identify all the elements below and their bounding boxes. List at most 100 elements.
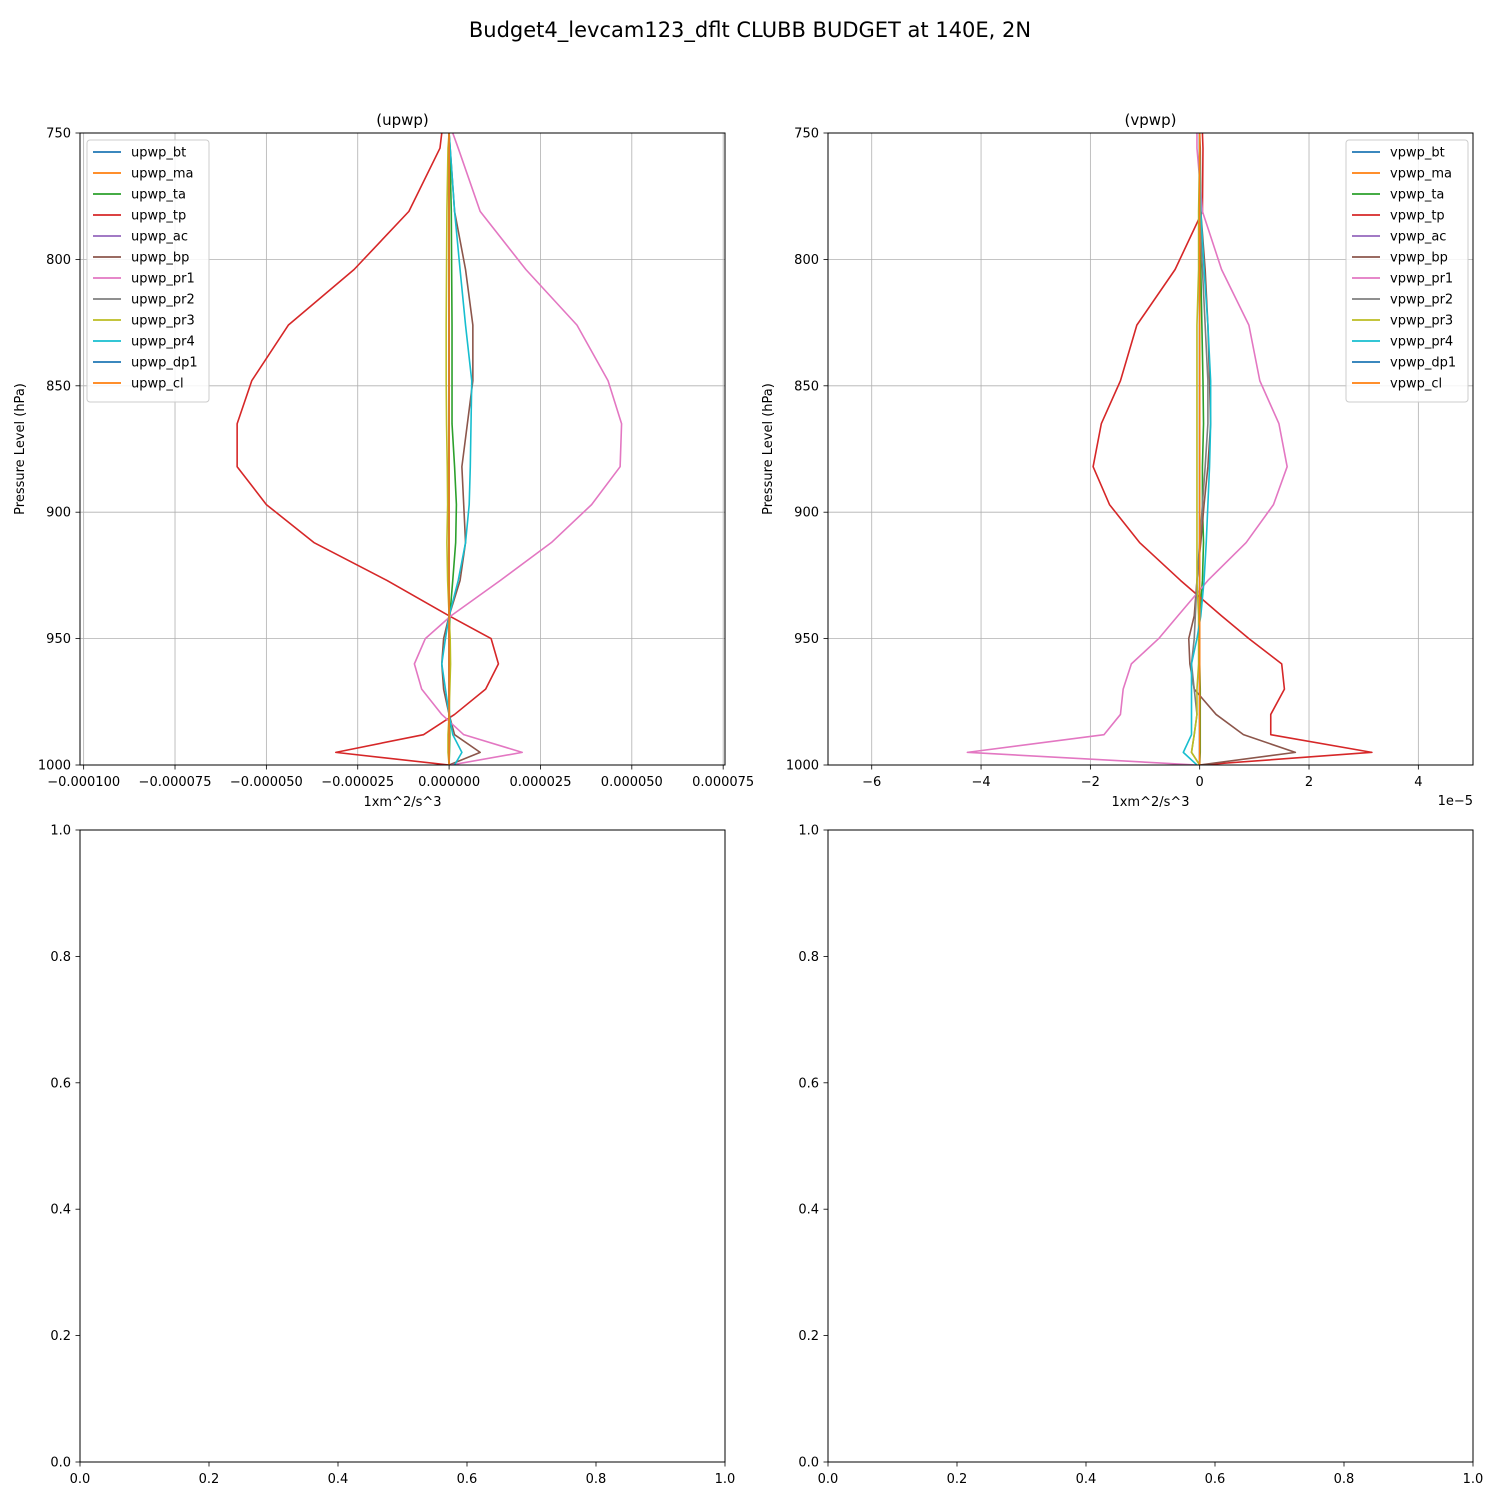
legend-label: vpwp_ta: [1390, 188, 1444, 203]
x-tick-label: 1.0: [1463, 1472, 1484, 1487]
legend-label: upwp_pr1: [131, 272, 195, 287]
x-tick-label: 0: [1196, 775, 1204, 790]
y-tick-label: 1000: [786, 759, 819, 774]
y-tick-label: 0.0: [50, 1456, 71, 1471]
legend-label: vpwp_cl: [1390, 377, 1442, 392]
y-tick-label: 900: [794, 506, 819, 521]
legend-frame: [1345, 139, 1469, 403]
legend-label: upwp_dp1: [131, 356, 198, 371]
x-tick-label: −0.000025: [321, 775, 394, 790]
subplot-1: −0.000100 −0.000075 −0.000050 −0.000025 0.00…: [13, 111, 754, 810]
x-tick-label: 0.0: [818, 1472, 839, 1487]
subplot-grid: −0.000100 −0.000075 −0.000050 −0.000025 0.00…: [13, 111, 1483, 1487]
y-tick-label: 950: [794, 632, 819, 647]
x-tick-label: 0.000025: [509, 775, 571, 790]
x-tick-label: 0.2: [947, 1472, 968, 1487]
x-tick-label: 0.000075: [692, 775, 754, 790]
x-axis-label: 1xm^2/s^3: [363, 795, 441, 810]
y-tick-label: 850: [794, 379, 819, 394]
y-tick-label: 0.2: [798, 1329, 819, 1344]
series-line-vpwp_pr3: [1190, 133, 1201, 765]
series-line-vpwp_pr4: [1182, 133, 1212, 765]
y-tick-label: 1.0: [50, 824, 71, 839]
x-tick-label: 0.8: [586, 1472, 607, 1487]
y-tick-label: 0.0: [798, 1456, 819, 1471]
axes-frame: [79, 829, 726, 1463]
y-tick-label: 800: [794, 253, 819, 268]
x-tick-label: 0.6: [457, 1472, 478, 1487]
legend-label: vpwp_ma: [1390, 167, 1452, 182]
x-tick-label: 0.4: [328, 1472, 349, 1487]
series-line-vpwp_pr1: [966, 133, 1288, 765]
legend-label: upwp_ma: [131, 167, 194, 182]
x-tick-label: 0.000050: [601, 775, 663, 790]
axes-frame: [827, 829, 1474, 1463]
series-group: [236, 133, 623, 765]
legend-label: upwp_cl: [131, 377, 184, 392]
legend-label: upwp_pr3: [131, 314, 195, 329]
subplot-3: 0.0 0.2 0.4 0.6 0.8 1.0 0.0 0.2 0.4 0.6 0.8 1.0: [50, 824, 735, 1488]
x-tick-label: 0.2: [199, 1472, 220, 1487]
legend-label: upwp_ac: [131, 230, 188, 245]
legend-frame: [86, 139, 210, 403]
x-tick-label: −0.000050: [230, 775, 303, 790]
y-tick-label: 750: [46, 127, 71, 142]
y-tick-label: 900: [46, 506, 71, 521]
legend-label: vpwp_pr2: [1390, 293, 1453, 308]
legend-label: upwp_tp: [131, 209, 186, 224]
x-tick-label: −2: [1081, 775, 1100, 790]
y-tick-label: 0.6: [50, 1076, 71, 1091]
x-tick-label: 0.000000: [418, 775, 480, 790]
y-tick-label: 1000: [38, 759, 71, 774]
subplot-2: −6 −4 −2 0 2 4 750 800 850 900 950 1000 (vpwp) 1xm^2/…: [761, 111, 1474, 810]
legend-label: vpwp_ac: [1390, 230, 1446, 245]
axes-frame: [79, 132, 726, 766]
series-line-upwp_tp: [236, 133, 500, 765]
legend-label: upwp_bp: [131, 251, 189, 266]
x-tick-label: 4: [1414, 775, 1422, 790]
figure-suptitle: Budget4_levcam123_dflt CLUBB BUDGET at 1…: [469, 18, 1031, 43]
x-tick-label: 0.6: [1205, 1472, 1226, 1487]
x-tick-label: 2: [1305, 775, 1313, 790]
legend-label: vpwp_bt: [1390, 146, 1445, 161]
subplot-title: (vpwp): [1125, 111, 1177, 129]
legend: vpwp_bt vpwp_ma vpwp_ta vpwp_tp vpwp_ac vpwp_…: [1345, 139, 1469, 403]
legend-label: vpwp_tp: [1390, 209, 1445, 224]
x-tick-label: 1.0: [715, 1472, 736, 1487]
legend-label: vpwp_pr3: [1390, 314, 1453, 329]
legend: upwp_bt upwp_ma upwp_ta upwp_tp upwp_ac upwp_…: [86, 139, 210, 403]
x-offset-label: 1e−5: [1438, 794, 1473, 809]
y-tick-label: 0.8: [798, 950, 819, 965]
x-tick-label: 0.8: [1334, 1472, 1355, 1487]
y-tick-label: 1.0: [798, 824, 819, 839]
legend-label: vpwp_pr1: [1390, 272, 1453, 287]
x-tick-label: −0.000100: [47, 775, 120, 790]
y-tick-label: 0.8: [50, 950, 71, 965]
series-line-vpwp_tp: [1092, 133, 1373, 765]
series-group: [966, 133, 1373, 765]
x-tick-label: −0.000075: [139, 775, 212, 790]
y-tick-label: 850: [46, 379, 71, 394]
legend-label: upwp_pr4: [131, 335, 195, 350]
y-tick-label: 0.6: [798, 1076, 819, 1091]
legend-label: upwp_ta: [131, 188, 186, 203]
x-axis-label: 1xm^2/s^3: [1111, 795, 1189, 810]
x-tick-label: 0.0: [70, 1472, 91, 1487]
legend-label: upwp_bt: [131, 146, 186, 161]
series-line-upwp_pr1: [413, 133, 623, 765]
legend-label: vpwp_pr4: [1390, 335, 1453, 350]
subplot-title: (upwp): [376, 111, 429, 129]
y-tick-label: 0.2: [50, 1329, 71, 1344]
y-tick-label: 950: [46, 632, 71, 647]
x-tick-label: −6: [862, 775, 881, 790]
y-tick-label: 0.4: [50, 1203, 71, 1218]
axes-frame: [827, 132, 1474, 766]
legend-label: vpwp_dp1: [1390, 356, 1456, 371]
y-tick-label: 800: [46, 253, 71, 268]
x-tick-label: −4: [971, 775, 990, 790]
series-line-vpwp_bp: [1187, 133, 1297, 765]
x-tick-label: 0.4: [1076, 1472, 1097, 1487]
y-tick-label: 0.4: [798, 1203, 819, 1218]
